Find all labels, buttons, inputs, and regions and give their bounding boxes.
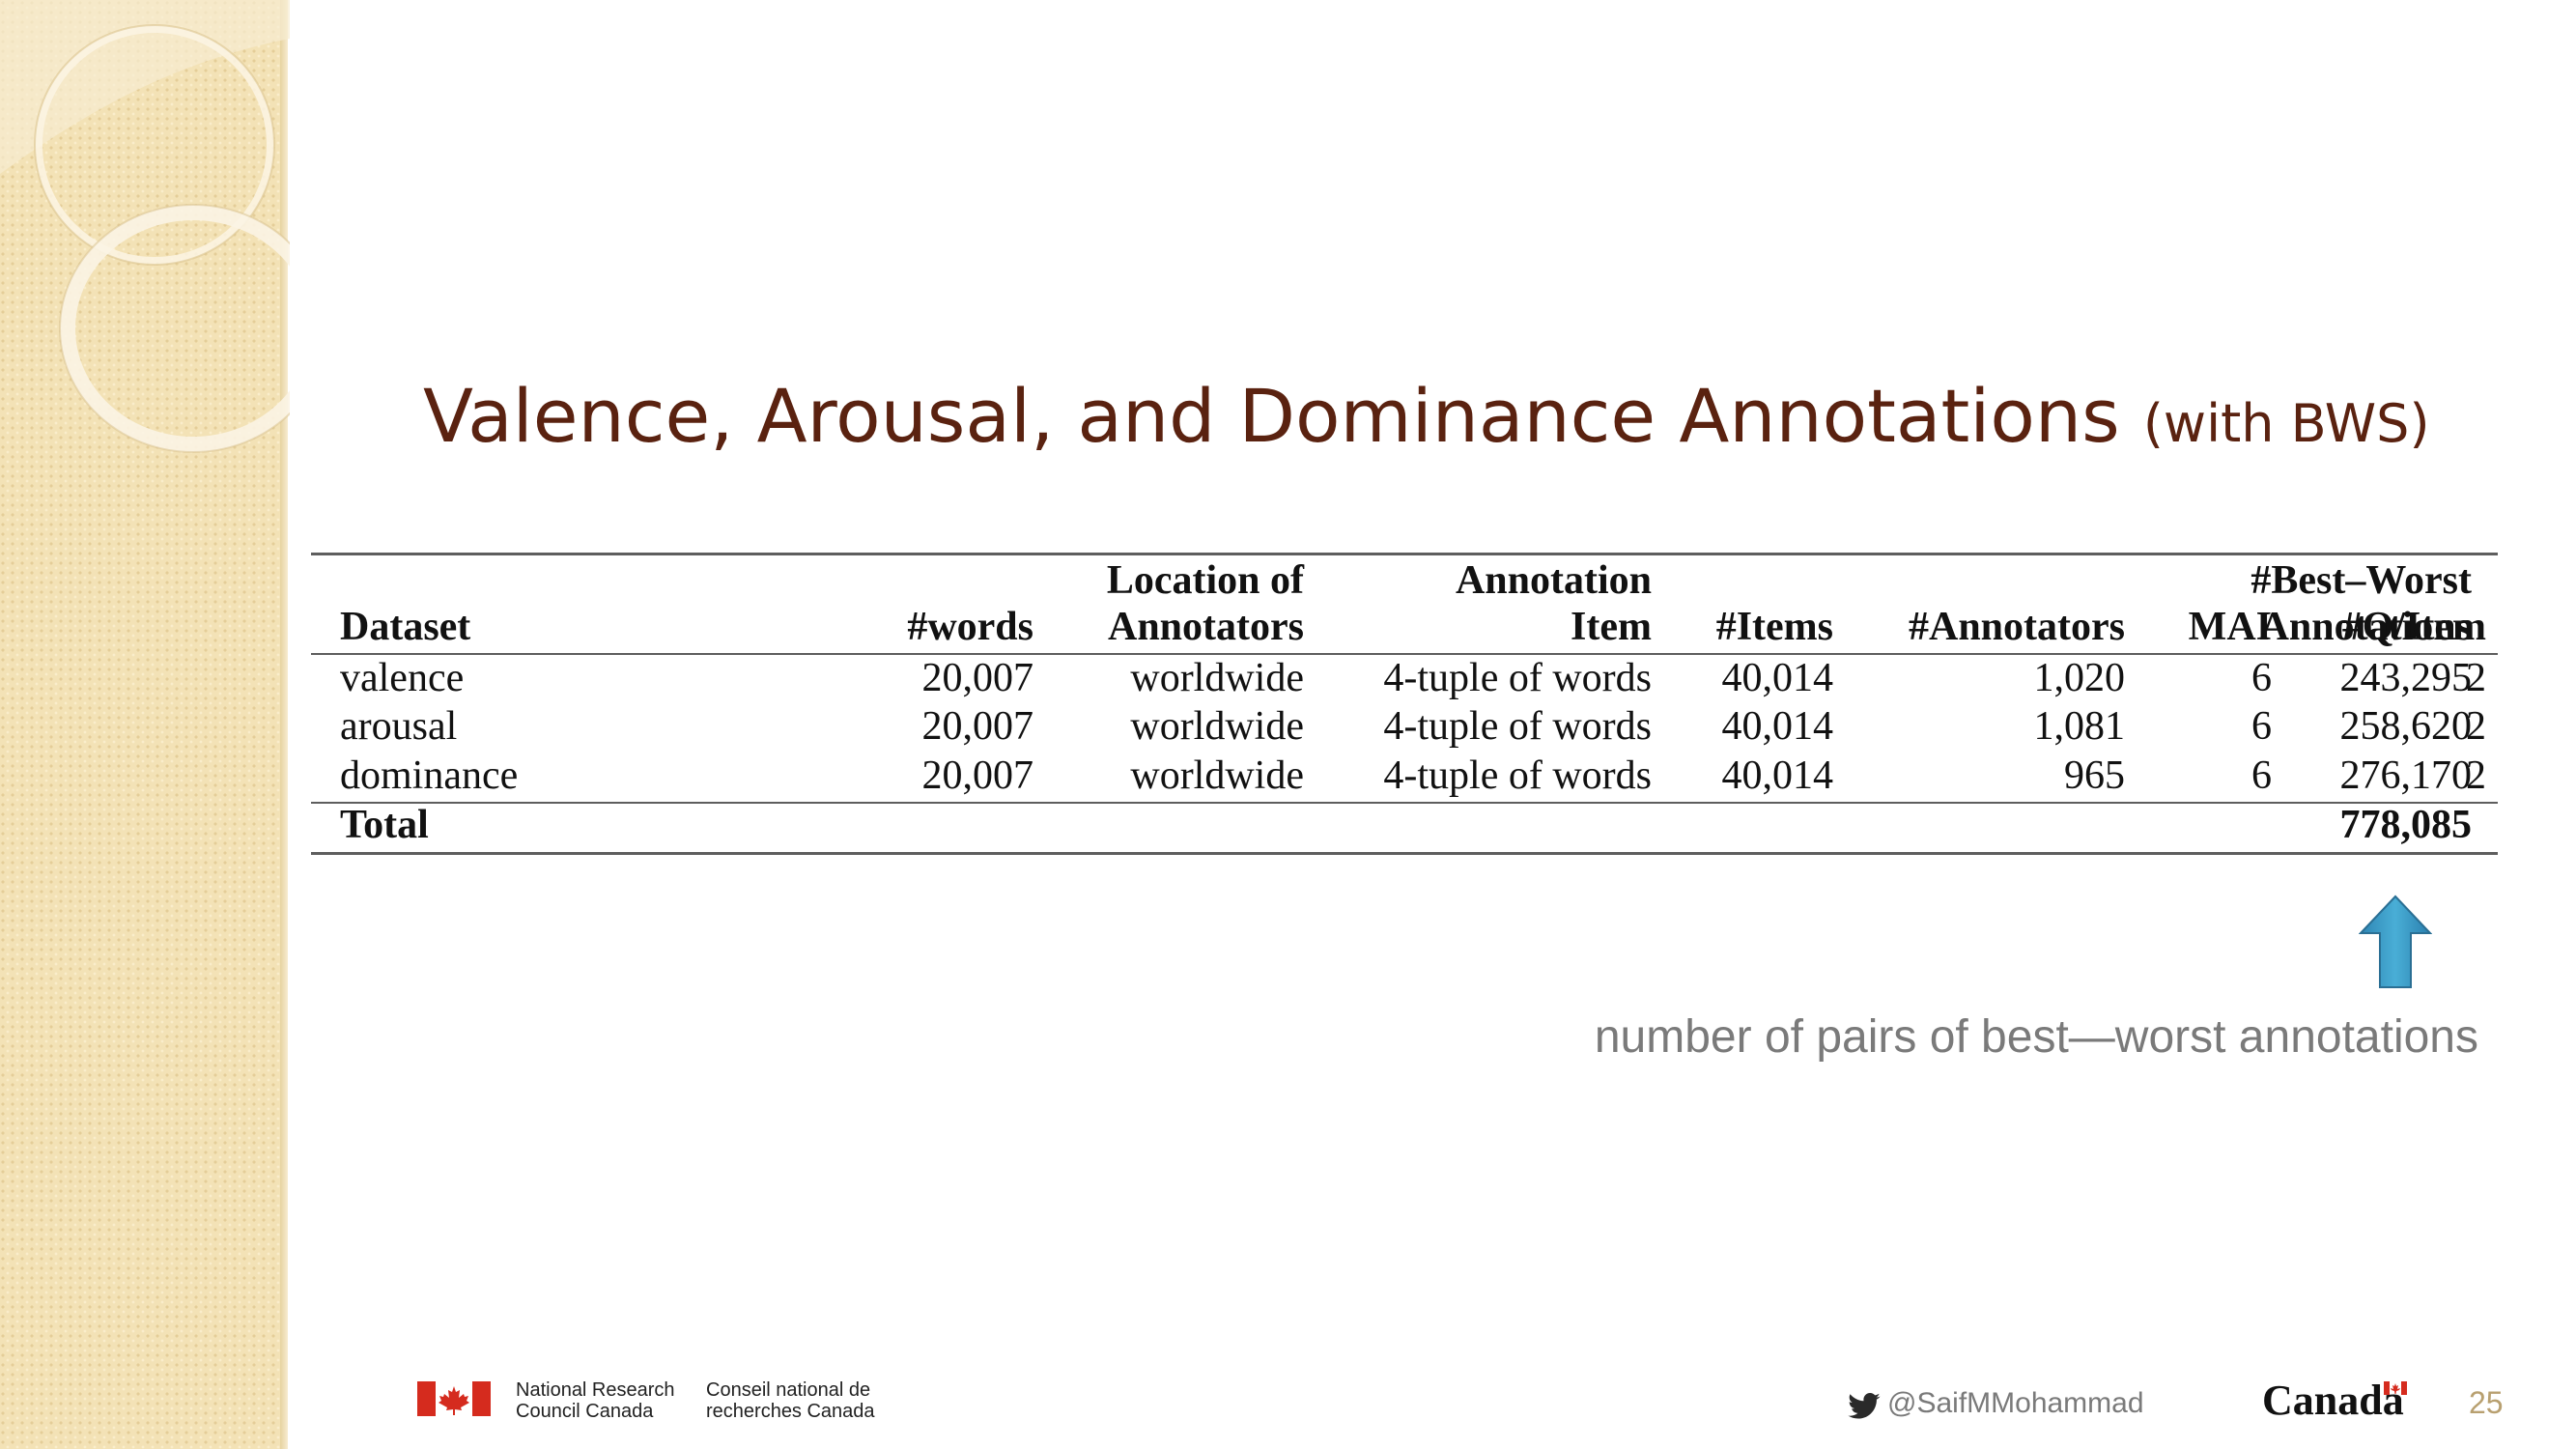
table-row-location: worldwide	[1130, 753, 1304, 798]
table-row-q-item: 2	[2466, 656, 2486, 700]
canada-flag-icon	[417, 1381, 491, 1416]
title-main: Valence, Arousal, and Dominance Annotati…	[423, 373, 2120, 459]
header-items: #Items	[1715, 605, 1833, 649]
nrc-fr-line1: Conseil national de	[706, 1379, 871, 1401]
table-row-annotators: 1,020	[2033, 656, 2126, 700]
table-row-bw: 276,170	[2339, 753, 2473, 798]
table-row-annotators: 1,081	[2033, 704, 2126, 749]
nrc-name-french: Conseil national de recherches Canada	[706, 1379, 875, 1422]
nrc-name-english: National Research Council Canada	[516, 1379, 675, 1422]
table-row-items: 40,014	[1721, 704, 1834, 749]
table-row-words: 20,007	[921, 753, 1034, 798]
title-suffix: (with BWS)	[2142, 393, 2430, 454]
page-number: 25	[2469, 1385, 2504, 1420]
sidebar-edge	[280, 0, 288, 1449]
table-row-item: 4-tuple of words	[1383, 656, 1652, 700]
total-bw: 778,085	[2339, 803, 2473, 847]
table-rule-total	[311, 802, 2498, 804]
table-row-items: 40,014	[1721, 656, 1834, 700]
table-row-words: 20,007	[921, 704, 1034, 749]
header-q-item: #Q/Item	[2341, 605, 2486, 649]
table-rule-top	[311, 553, 2498, 555]
table-row-item: 4-tuple of words	[1383, 704, 1652, 749]
header-annotators: #Annotators	[1908, 605, 2125, 649]
table-row-dataset: valence	[340, 656, 465, 700]
table-rule-header	[311, 653, 2498, 655]
table-row-q-item: 2	[2466, 753, 2486, 798]
twitter-bird-icon	[1848, 1393, 1881, 1419]
table-row-location: worldwide	[1130, 656, 1304, 700]
header-dataset: Dataset	[340, 605, 471, 649]
table-row-mai: 6	[2251, 656, 2272, 700]
decorative-sidebar	[0, 0, 286, 1449]
table-row-q-item: 2	[2466, 704, 2486, 749]
table-row-dataset: arousal	[340, 704, 458, 749]
header-annotation-line1: Annotation	[1455, 558, 1652, 603]
nrc-en-line2: Council Canada	[516, 1401, 654, 1422]
table-row-dataset: dominance	[340, 753, 519, 798]
total-label: Total	[340, 803, 429, 847]
annotation-note: number of pairs of best—worst annotation…	[1594, 1011, 2478, 1063]
table-row-location: worldwide	[1130, 704, 1304, 749]
nrc-en-line1: National Research	[516, 1379, 675, 1401]
header-location-line2: Annotators	[1107, 605, 1304, 649]
table-row-items: 40,014	[1721, 753, 1834, 798]
header-annotation-line2: Item	[1571, 605, 1652, 649]
header-words: #words	[907, 605, 1033, 649]
header-mai: MAI	[2188, 605, 2272, 649]
table-row-bw: 243,295	[2339, 656, 2473, 700]
slide-title: Valence, Arousal, and Dominance Annotati…	[423, 373, 2430, 459]
header-location-line1: Location of	[1106, 558, 1304, 603]
table-row-mai: 6	[2251, 753, 2272, 798]
twitter-handle: @SaifMMohammad	[1887, 1387, 2144, 1419]
table-row-words: 20,007	[921, 656, 1034, 700]
canada-wordmark-flag-icon	[2384, 1381, 2407, 1395]
header-bw-line1: #Best–Worst	[2250, 558, 2472, 603]
canada-wordmark: Canada	[2262, 1377, 2404, 1424]
table-row-annotators: 965	[2064, 753, 2125, 798]
table-rule-bottom	[311, 852, 2498, 855]
nrc-fr-line2: recherches Canada	[706, 1401, 875, 1422]
header-bw-line2: Annotations	[2259, 605, 2472, 649]
table-row-mai: 6	[2251, 704, 2272, 749]
up-arrow-icon	[2359, 895, 2432, 988]
table-row-item: 4-tuple of words	[1383, 753, 1652, 798]
table-row-bw: 258,620	[2339, 704, 2473, 749]
decorative-rings	[0, 0, 290, 453]
